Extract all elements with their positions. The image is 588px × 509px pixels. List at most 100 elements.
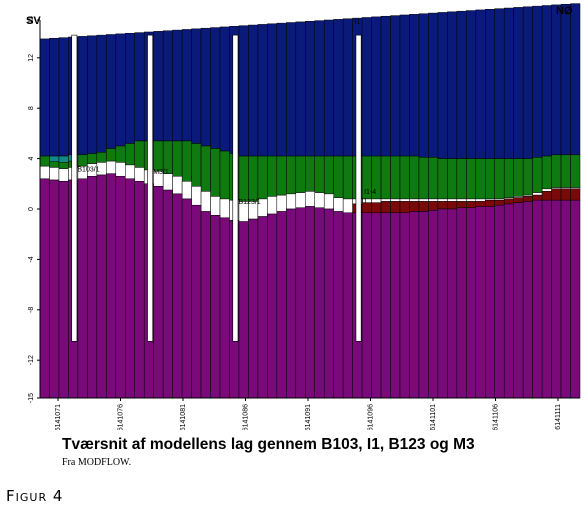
layer-0-cell [466,10,477,159]
well-column [355,34,362,342]
layer-1-cell [295,155,306,193]
layer-3-cell [541,191,552,201]
layer-1-cell [560,154,571,188]
teal-cell [49,155,60,163]
layer-3-cell [570,188,581,201]
layer-2-cell [305,191,315,207]
layer-4-cell [361,212,372,399]
layer-4-cell [77,178,88,399]
layer-1-cell [77,154,88,167]
layer-2-cell [418,198,429,202]
layer-0-cell [77,36,88,156]
layer-1-cell [522,158,533,196]
layer-1-cell [106,148,117,162]
layer-1-cell [96,152,107,163]
layer-2-cell [466,198,477,202]
layer-3-cell [437,201,448,210]
layer-3-cell [503,198,514,205]
layer-2-cell [39,165,50,180]
layer-1-cell [541,155,552,190]
layer-2-cell [134,167,145,182]
x-tick-label: 6141096 [367,404,374,430]
layer-4-cell [295,207,306,399]
well-label: I1 [362,198,368,205]
cross-section-chart: B103/1 M3/1 B123/1 I1 I1 I1-4 15 12 8 4 0 -4 -8 -12 -… [26,3,581,430]
x-tick-label: 6141081 [180,404,187,430]
layer-0-cell [115,33,126,147]
layer-1-cell [210,148,221,197]
layer-3-cell [447,201,458,210]
layer-4-cell [503,203,514,399]
layer-2-cell [323,193,334,210]
layer-3-cell [466,201,477,208]
layer-1-cell [134,140,145,168]
layer-0-cell [87,35,98,154]
layer-0-cell [238,25,249,157]
layer-0-cell [210,27,221,149]
y-tick-label: -8 [28,307,35,313]
layer-4-cell [437,208,448,399]
layer-0-cell [541,5,552,157]
layer-4-cell [541,199,552,399]
layer-0-cell [560,4,571,156]
layer-1-cell [551,154,562,188]
layer-0-cell [503,7,514,159]
well-column [71,34,78,342]
layer-4-cell [49,179,60,399]
layer-1-cell [276,155,287,196]
layer-0-cell [333,19,344,157]
layer-1-cell [267,155,278,197]
layer-2-cell [314,192,325,208]
layer-2-cell [399,198,410,202]
layer-0-cell [456,10,467,159]
layer-0-cell [181,29,192,142]
layer-0-cell [437,12,448,159]
layer-1-cell [257,155,268,200]
layer-0-cell [134,32,145,142]
layer-1-cell [494,158,505,200]
layer-0-cell [371,16,382,157]
layer-2-cell [49,167,60,181]
layer-3-cell [371,202,382,214]
layer-3-cell [380,201,391,214]
layer-4-cell [532,199,543,399]
x-tick-label: 6141071 [55,404,62,430]
layer-0-cell [475,9,486,159]
layer-1-cell [570,154,581,188]
layer-0-cell [219,26,230,152]
layer-4-cell [219,217,230,399]
layer-4-cell [125,178,135,399]
layer-0-cell [153,31,164,142]
layer-2-cell [475,198,486,202]
layer-1-cell [286,155,297,195]
layer-4-cell [257,216,268,399]
layer-0-cell [125,32,135,144]
layer-2-cell [115,162,126,177]
layer-1-cell [485,158,495,200]
layer-0-cell [418,13,429,158]
layer-1-cell [390,155,401,200]
layer-0-cell [494,8,505,159]
layer-1-cell [323,155,334,195]
layer-1-cell [305,155,315,192]
layer-1-cell [238,155,249,202]
layer-4-cell [485,206,495,399]
layer-0-cell [409,14,420,157]
layer-1-cell [428,157,439,200]
layer-1-cell [409,155,420,200]
x-tick-label: 6141106 [492,404,499,430]
layer-4-cell [191,204,202,399]
layer-4-cell [200,211,211,399]
layer-1-cell [333,155,344,198]
layer-0-cell [96,34,107,153]
figure-number: Figur 4 [6,487,64,505]
layer-0-cell [522,6,533,159]
y-axis: 15 12 8 4 0 -4 -8 -12 -15 [28,16,41,403]
layer-0-cell [257,24,268,157]
layer-4-cell [162,189,173,399]
layer-0-cell [162,30,173,142]
layer-0-cell [390,15,401,157]
layer-0-cell [551,4,562,156]
layer-2-cell [219,198,230,219]
layer-2-cell [106,160,117,174]
